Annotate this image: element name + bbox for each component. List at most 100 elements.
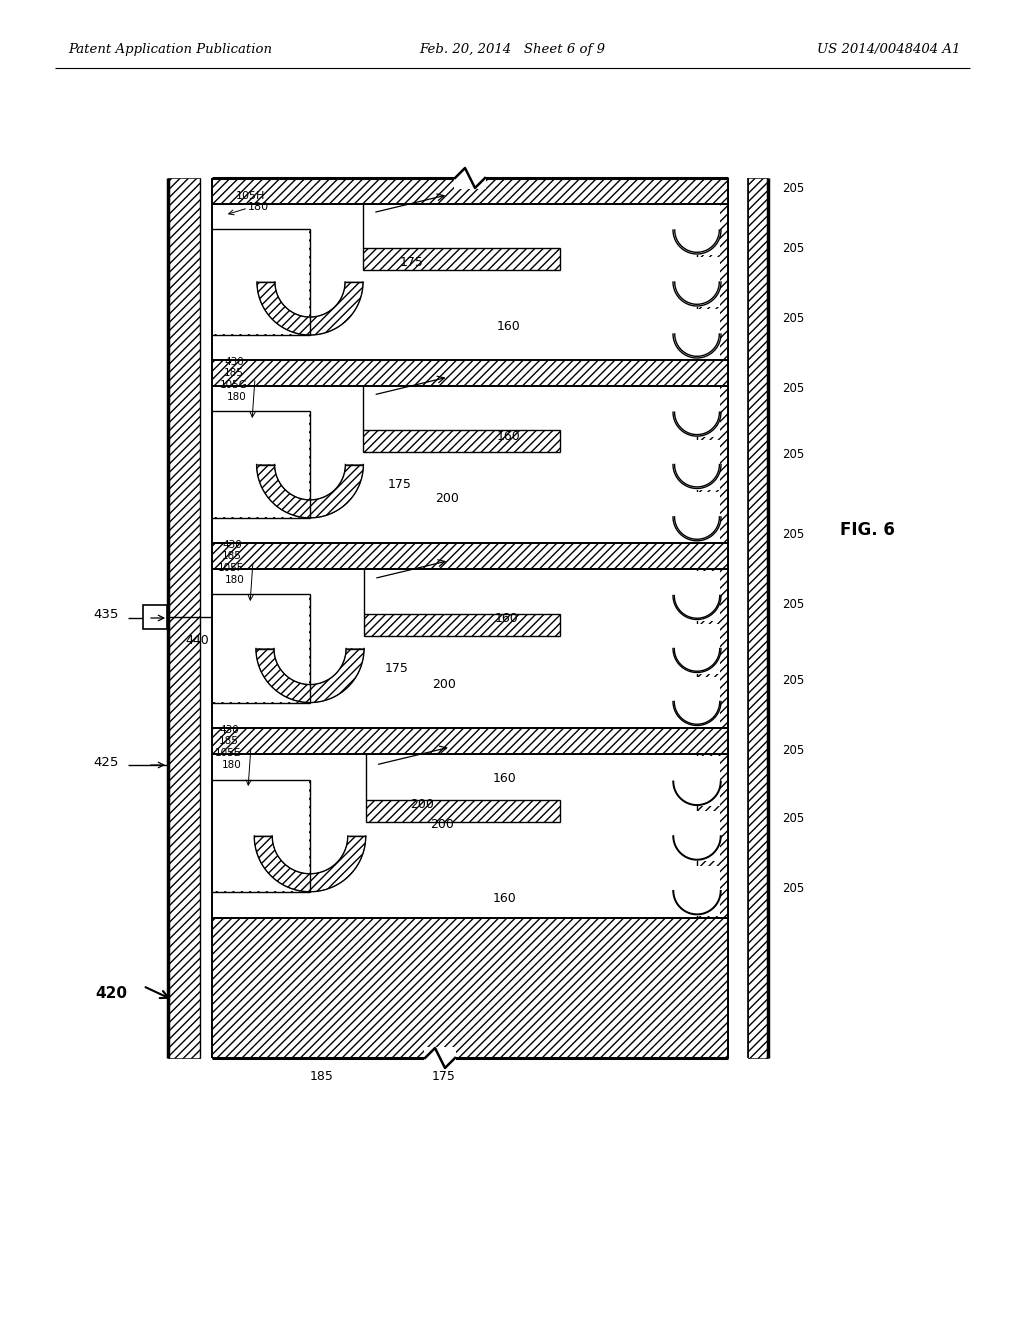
Bar	[694, 810, 720, 861]
Bar	[674, 867, 697, 913]
Bar	[694, 257, 720, 308]
Bar	[212, 411, 310, 517]
Text: US 2014/0048404 A1: US 2014/0048404 A1	[816, 44, 961, 57]
Bar	[364, 430, 560, 451]
Text: 430: 430	[219, 725, 239, 735]
Bar	[213, 781, 309, 891]
Bar	[697, 569, 728, 729]
Text: 160: 160	[495, 612, 519, 626]
Text: 160: 160	[493, 892, 517, 906]
Text: 105G: 105G	[220, 380, 248, 389]
Text: 430: 430	[222, 540, 242, 550]
Bar	[364, 248, 560, 269]
Bar	[675, 495, 697, 540]
Bar	[748, 178, 768, 1059]
Bar	[674, 813, 697, 859]
Bar	[212, 780, 310, 892]
Bar	[694, 387, 720, 437]
Text: Feb. 20, 2014   Sheet 6 of 9: Feb. 20, 2014 Sheet 6 of 9	[419, 44, 605, 57]
Text: 175: 175	[385, 663, 409, 676]
Text: 205: 205	[782, 312, 804, 325]
Bar	[694, 440, 720, 490]
Bar	[675, 442, 697, 487]
Text: 200: 200	[430, 817, 454, 830]
Text: 160: 160	[497, 429, 521, 442]
Bar	[694, 309, 720, 359]
Polygon shape	[256, 648, 365, 702]
Bar	[694, 570, 720, 620]
Text: 160: 160	[493, 772, 517, 785]
Bar	[212, 594, 310, 702]
Text: FIG. 6: FIG. 6	[840, 521, 895, 539]
Bar	[674, 678, 697, 725]
Bar	[694, 756, 720, 807]
Text: 180: 180	[225, 576, 245, 585]
Text: 200: 200	[410, 797, 434, 810]
Bar	[675, 207, 697, 252]
Text: 440: 440	[185, 635, 209, 648]
Bar	[212, 228, 310, 335]
Text: 425: 425	[93, 755, 119, 768]
Text: 205: 205	[782, 812, 804, 825]
Text: 180: 180	[227, 392, 247, 403]
Bar	[212, 205, 728, 360]
Text: 185: 185	[219, 737, 239, 746]
Text: 180: 180	[222, 760, 242, 770]
Text: 185: 185	[222, 550, 242, 561]
Bar	[213, 595, 309, 701]
Text: 420: 420	[95, 986, 127, 1002]
Text: 105H: 105H	[236, 191, 265, 201]
Text: 205: 205	[782, 598, 804, 611]
Text: 175: 175	[432, 1069, 456, 1082]
Polygon shape	[257, 282, 364, 335]
Bar	[675, 389, 697, 434]
Bar	[694, 623, 720, 673]
Text: 430: 430	[224, 356, 244, 367]
Bar	[213, 412, 309, 517]
Bar	[694, 676, 720, 726]
Bar	[694, 866, 720, 916]
Bar	[674, 626, 697, 671]
Text: 175: 175	[400, 256, 424, 269]
Text: 205: 205	[782, 743, 804, 756]
Bar	[365, 614, 560, 635]
Text: 205: 205	[782, 528, 804, 541]
Bar	[694, 492, 720, 541]
Text: 200: 200	[432, 677, 456, 690]
Bar	[697, 205, 728, 360]
Text: 180: 180	[248, 202, 269, 213]
Bar	[674, 758, 697, 805]
Bar	[213, 230, 309, 334]
Bar	[675, 312, 697, 356]
Bar	[424, 1047, 456, 1069]
Bar	[212, 569, 728, 729]
Bar	[697, 385, 728, 543]
Bar	[212, 917, 728, 1059]
Bar	[212, 729, 728, 754]
Text: 185: 185	[310, 1069, 334, 1082]
Bar	[697, 754, 728, 917]
Bar	[454, 168, 486, 189]
Polygon shape	[257, 465, 364, 517]
Text: 205: 205	[782, 181, 804, 194]
Text: 205: 205	[782, 449, 804, 462]
Bar	[143, 605, 167, 630]
Text: 435: 435	[93, 609, 119, 622]
Text: 205: 205	[782, 381, 804, 395]
Text: Patent Application Publication: Patent Application Publication	[68, 44, 272, 57]
Bar	[675, 260, 697, 305]
Text: 105E: 105E	[215, 748, 242, 758]
Bar	[694, 205, 720, 255]
Bar	[212, 360, 728, 385]
Text: 205: 205	[782, 242, 804, 255]
Text: 175: 175	[388, 478, 412, 491]
Polygon shape	[254, 836, 366, 892]
Text: 205: 205	[782, 673, 804, 686]
Text: 205: 205	[782, 882, 804, 895]
Text: 200: 200	[435, 492, 459, 506]
Bar	[366, 800, 560, 822]
Text: 160: 160	[497, 319, 521, 333]
Bar	[212, 754, 728, 917]
Bar	[212, 385, 728, 543]
Text: 185: 185	[224, 368, 244, 378]
